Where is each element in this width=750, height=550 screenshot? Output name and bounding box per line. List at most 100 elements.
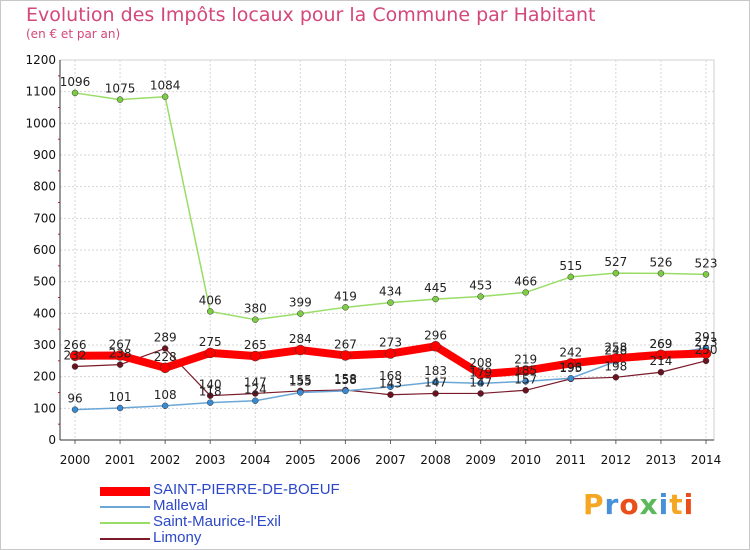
data-point	[432, 378, 439, 386]
data-label: 232	[64, 349, 87, 363]
x-tick-label: 2012	[601, 453, 632, 467]
data-point	[387, 299, 394, 306]
x-tick-label: 2014	[691, 453, 722, 467]
data-label: 185	[514, 363, 537, 377]
data-point	[114, 350, 126, 361]
data-label: 269	[649, 337, 672, 351]
y-tick-label: 200	[33, 370, 56, 384]
data-label: 289	[154, 330, 177, 344]
data-label: 1084	[150, 79, 181, 93]
x-tick-label: 2000	[60, 453, 91, 467]
data-label: 258	[604, 340, 627, 354]
data-label: 124	[244, 383, 267, 397]
logo-letter: t	[669, 488, 684, 521]
data-label: 183	[424, 364, 447, 378]
legend-label: Limony	[153, 529, 202, 546]
data-point	[342, 304, 349, 311]
data-point	[161, 345, 169, 352]
x-tick-label: 2005	[285, 453, 316, 467]
y-tick-label: 700	[33, 211, 56, 225]
data-label: 143	[379, 377, 402, 391]
data-point	[657, 270, 665, 277]
data-label: 208	[469, 356, 492, 370]
data-label: 380	[244, 302, 267, 316]
data-label: 168	[379, 369, 402, 383]
x-tick-label: 2007	[375, 453, 406, 467]
data-point	[567, 375, 575, 382]
data-point	[252, 316, 259, 323]
y-tick-label: 300	[33, 338, 56, 352]
data-label: 406	[199, 293, 222, 307]
x-tick-label: 2004	[240, 453, 271, 467]
data-label: 434	[379, 285, 402, 299]
logo-letter: x	[639, 488, 659, 521]
y-tick-label: 500	[33, 275, 56, 289]
data-label: 101	[109, 390, 132, 404]
data-point	[655, 349, 667, 361]
y-tick-label: 900	[33, 148, 56, 162]
data-label: 155	[289, 373, 312, 387]
data-label: 526	[649, 255, 672, 269]
data-point	[206, 392, 214, 399]
proxiti-logo: Proxiti	[583, 488, 694, 521]
x-tick-label: 2011	[556, 453, 587, 467]
data-point	[342, 387, 349, 395]
chart-grid	[59, 59, 715, 441]
x-tick-label: 2006	[330, 453, 361, 467]
data-label: 267	[109, 337, 132, 351]
data-point	[71, 363, 79, 370]
x-tick-label: 2013	[646, 453, 677, 467]
data-label: 96	[67, 392, 82, 406]
logo-letter: P	[583, 488, 605, 521]
data-label: 515	[559, 259, 582, 273]
data-label: 158	[334, 372, 357, 386]
data-label: 214	[649, 354, 672, 368]
data-label: 399	[289, 296, 312, 310]
logo-letter: i	[658, 488, 670, 521]
chart-subtitle: (en € et par an)	[26, 27, 121, 41]
data-label: 291	[695, 330, 718, 344]
data-label: 158	[334, 373, 357, 387]
data-point	[522, 289, 529, 296]
y-tick-label: 400	[33, 306, 56, 320]
x-tick-label: 2008	[420, 453, 451, 467]
data-label: 193	[559, 361, 582, 375]
data-point	[610, 353, 622, 364]
y-tick-label: 600	[33, 243, 56, 257]
data-label: 266	[64, 338, 87, 352]
data-label: 147	[244, 375, 267, 389]
data-point	[297, 389, 304, 396]
data-label: 1096	[60, 75, 91, 89]
data-point	[295, 344, 306, 356]
data-label: 157	[514, 372, 537, 386]
data-label: 228	[154, 350, 177, 364]
data-point	[385, 348, 396, 359]
data-label: 242	[559, 345, 582, 359]
data-label: 284	[289, 332, 312, 346]
x-tick-label: 2003	[195, 453, 226, 467]
chart-axes: 0 100 200 300 400 500 600 700 800 900 1000 1100 1200…	[25, 53, 721, 467]
data-point	[206, 399, 214, 406]
legend-swatch	[100, 538, 150, 540]
data-point	[477, 390, 484, 397]
data-point	[252, 397, 259, 404]
data-label: 140	[199, 378, 222, 392]
logo-letter: i	[683, 488, 695, 521]
data-point	[159, 362, 171, 374]
data-label: 155	[289, 375, 312, 389]
data-point	[565, 358, 577, 369]
data-point	[387, 391, 394, 398]
data-point	[567, 273, 575, 281]
data-label: 147	[424, 375, 447, 389]
data-label: 269	[649, 337, 672, 351]
data-point	[161, 93, 169, 100]
y-tick-label: 1000	[25, 116, 56, 130]
data-point	[657, 368, 665, 376]
y-tick-label: 1100	[25, 85, 56, 99]
data-point	[69, 350, 81, 362]
data-label: 523	[695, 256, 718, 270]
y-tick-label: 100	[33, 401, 56, 415]
data-point	[702, 271, 710, 278]
data-point	[71, 406, 79, 413]
data-point	[116, 404, 124, 412]
